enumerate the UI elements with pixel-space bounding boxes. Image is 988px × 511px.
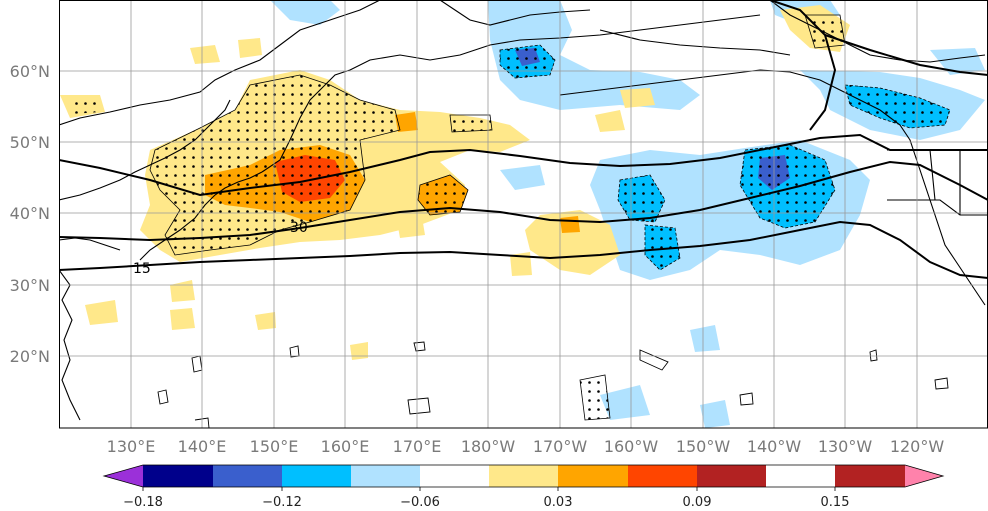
contour-label-15: 15 [133,261,151,277]
colorbar-bin-7 [558,465,628,487]
lon-label-150w: 150°W [676,437,731,456]
colorbar-bin-4 [351,465,420,487]
lon-label-160w: 160°W [604,437,659,456]
contour-label-30: 30 [290,220,308,236]
lat-label-20n: 20°N [10,347,50,366]
colorbar-label-2: −0.12 [262,495,302,510]
contour-labels: 30 15 [133,220,308,277]
climatology-contours [59,0,988,279]
colorbar-bin-9 [697,465,766,487]
colorbar: −0.18 −0.12 −0.06 0.03 0.09 0.15 [102,464,945,510]
colorbar-label-5: 0.09 [683,495,712,510]
colorbar-label-6: 0.15 [821,495,850,510]
significance-stippling [68,15,950,420]
lat-label-50n: 50°N [10,133,50,152]
colorbar-label-1: −0.18 [123,495,163,510]
colorbar-label-3: −0.06 [400,495,440,510]
longitude-labels: 130°E 140°E 150°E 160°E 170°E 180°W 170°… [107,437,945,456]
lon-label-150e: 150°E [250,437,299,456]
map-panel: 30 15 [59,0,988,428]
lon-label-130e: 130°E [107,437,156,456]
colorbar-bin-3 [282,465,351,487]
colorbar-ticks [142,487,836,491]
colorbar-tick-labels: −0.18 −0.12 −0.06 0.03 0.09 0.15 [123,495,849,510]
colorbar-bin-5 [420,465,489,487]
islands [157,341,949,428]
latitude-labels: 60°N 50°N 40°N 30°N 20°N [10,62,50,366]
colorbar-over-arrow [905,465,943,487]
lat-label-30n: 30°N [10,276,50,295]
colorbar-under-arrow [104,465,143,487]
lon-label-130w: 130°W [818,437,873,456]
colorbar-bin-10 [835,465,905,487]
lon-label-170w: 170°W [533,437,588,456]
lon-label-160e: 160°E [321,437,370,456]
colorbar-bin-1 [143,465,213,487]
coastlines [59,0,988,421]
colorbar-bin-2 [213,465,282,487]
lon-label-140w: 140°W [747,437,802,456]
colorbar-bin-6 [489,465,558,487]
colorbar-label-4: 0.03 [544,495,573,510]
lon-label-170e: 170°E [393,437,442,456]
lat-label-40n: 40°N [10,204,50,223]
lon-label-120w: 120°W [890,437,945,456]
colorbar-bin-8 [628,465,697,487]
lon-label-180w: 180°W [461,437,516,456]
lon-label-140e: 140°E [178,437,227,456]
gridlines [59,0,988,428]
lat-label-60n: 60°N [10,62,50,81]
